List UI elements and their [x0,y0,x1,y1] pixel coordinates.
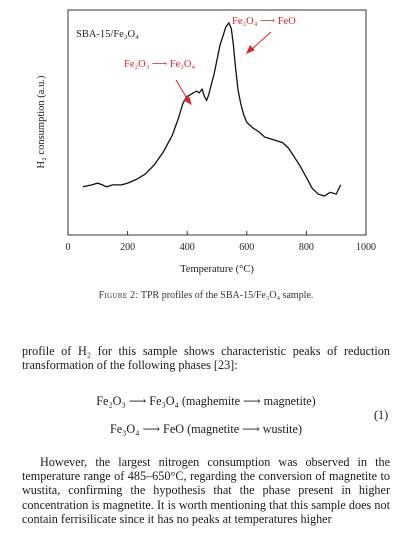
series-line [82,21,342,197]
caption-text: TPR profiles of the SBA-15/Fe₃O₄ sample. [140,290,314,301]
annotation-fe2o3-to-fe3o4: Fe₂O₃ ⟶ Fe₃O₄ [124,59,195,70]
x-tick-label: 600 [239,242,254,253]
paragraph-1: profile of H₂ for this sample shows char… [22,344,390,373]
x-axis-ticks: 0 200 400 600 800 1000 [66,231,376,253]
x-tick-label: 0 [66,242,71,253]
tpr-figure: 0 200 400 600 800 1000 SBA-15/Fe₃O₄ Temperatu… [36,9,376,275]
x-tick-label: 800 [299,242,314,253]
x-tick-label: 1000 [356,242,376,253]
paragraph-2: However, the largest nitrogen consumptio… [22,455,390,526]
equation-line-1: Fe₂O₃ ⟶ Fe₃O₄ (maghemite ⟶ magnetite) [96,394,316,408]
x-axis-label: Temperature (°C) [180,264,254,275]
equation-number: (1) [374,408,389,422]
y-axis-label: H₂ consumption (a.u.) [36,75,47,168]
plot-frame [67,9,367,236]
equation-line-2: Fe₃O₄ ⟶ FeO (magnetite ⟶ wustite) [109,422,303,436]
x-tick-label: 200 [120,242,135,253]
arrow-fe2o3-to-fe3o4 [175,79,192,106]
x-tick-label: 400 [180,242,195,253]
caption-label: Figure 2: [98,290,139,301]
arrow-fe3o4-to-feo [246,31,272,54]
annotation-fe3o4-to-feo: Fe₃O₄ ⟶ FeO [232,16,296,27]
figure-caption: Figure 2: TPR profiles of the SBA-15/Fe₃… [0,290,412,301]
inner-label: SBA-15/Fe₃O₄ [76,29,139,40]
